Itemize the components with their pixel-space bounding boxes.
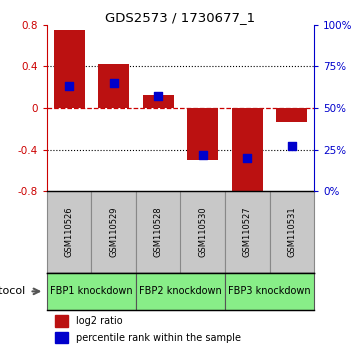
Text: FBP3 knockdown: FBP3 knockdown xyxy=(228,286,311,296)
Text: protocol: protocol xyxy=(0,286,26,296)
Point xyxy=(200,152,206,158)
Text: GSM110526: GSM110526 xyxy=(65,207,74,257)
Text: percentile rank within the sample: percentile rank within the sample xyxy=(76,333,241,343)
Text: FBP1 knockdown: FBP1 knockdown xyxy=(50,286,133,296)
Bar xyxy=(276,108,307,122)
Bar xyxy=(55,332,68,343)
Bar xyxy=(98,64,129,108)
Bar xyxy=(270,192,314,273)
Text: GSM110531: GSM110531 xyxy=(287,207,296,257)
Text: GSM110530: GSM110530 xyxy=(198,207,207,257)
Point xyxy=(244,155,250,161)
Point xyxy=(155,93,161,99)
Bar xyxy=(136,273,225,310)
Bar xyxy=(180,192,225,273)
Bar xyxy=(47,192,91,273)
Point xyxy=(111,80,117,86)
Point xyxy=(66,84,72,89)
Bar xyxy=(232,108,263,196)
Text: FBP2 knockdown: FBP2 knockdown xyxy=(139,286,222,296)
Bar xyxy=(187,108,218,160)
Bar xyxy=(225,192,270,273)
Text: log2 ratio: log2 ratio xyxy=(76,316,123,326)
Point xyxy=(289,144,295,149)
Bar xyxy=(136,192,180,273)
Bar xyxy=(47,273,136,310)
Bar xyxy=(225,273,314,310)
Bar xyxy=(91,192,136,273)
Bar xyxy=(53,30,85,108)
Bar xyxy=(55,315,68,326)
Bar xyxy=(143,95,174,108)
Text: GSM110529: GSM110529 xyxy=(109,207,118,257)
Text: GSM110528: GSM110528 xyxy=(154,207,163,257)
Title: GDS2573 / 1730677_1: GDS2573 / 1730677_1 xyxy=(105,11,256,24)
Text: GSM110527: GSM110527 xyxy=(243,207,252,257)
